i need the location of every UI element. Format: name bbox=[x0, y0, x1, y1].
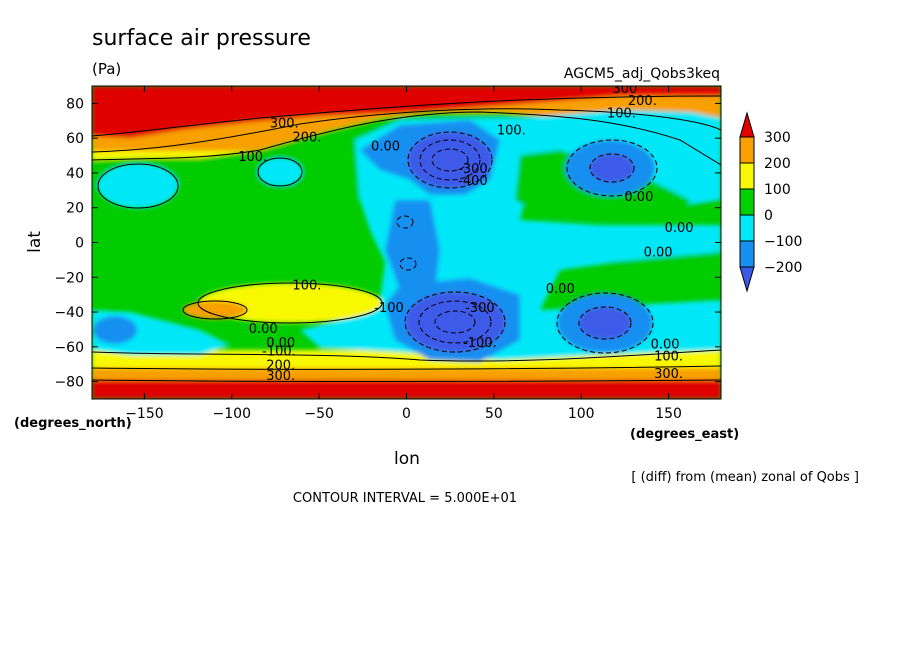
colorbar-segment bbox=[739, 136, 755, 164]
contour-label: 0.00 bbox=[651, 338, 680, 353]
contour-label: -100. bbox=[463, 336, 497, 351]
contour-label: 0.00 bbox=[546, 282, 575, 297]
plot-area: 300.200.100.300200.100.100.0.00-300-4000… bbox=[92, 82, 721, 399]
y-tick-label: −80 bbox=[54, 375, 84, 391]
y-tick-label: −40 bbox=[54, 305, 84, 321]
x-tick-label: 150 bbox=[655, 406, 682, 422]
contour-label: 300 bbox=[612, 82, 637, 97]
diff-note: [ (diff) from (mean) zonal of Qobs ] bbox=[631, 470, 859, 485]
se-green-patch bbox=[610, 252, 721, 290]
x-tick-label: 100 bbox=[568, 406, 595, 422]
y-tick-label: −20 bbox=[54, 270, 84, 286]
y-tick-label: −60 bbox=[54, 340, 84, 356]
contour-label: 200. bbox=[266, 358, 295, 373]
se-low-core bbox=[579, 307, 631, 339]
contour-label: 200. bbox=[628, 94, 657, 109]
colorbar-label: 300 bbox=[764, 130, 791, 146]
contour-label: 300. bbox=[654, 367, 683, 382]
colorbar-label: 200 bbox=[764, 156, 791, 172]
nw-cyan-2 bbox=[258, 158, 302, 186]
ne-low-core bbox=[590, 154, 634, 182]
x-axis: −150 −100 −50 0 50 100 150 bbox=[125, 86, 682, 422]
contour-label: -300 bbox=[458, 162, 488, 177]
contour-label: 100. bbox=[238, 150, 267, 165]
colorbar-bottom-arrow bbox=[739, 266, 755, 293]
y-axis: −80 −60 −40 −20 0 20 40 60 80 bbox=[54, 96, 721, 391]
contour-label: -300 bbox=[465, 301, 495, 316]
nw-cyan-1 bbox=[98, 164, 178, 208]
colorbar-label: −100 bbox=[764, 234, 802, 250]
x-axis-title: lon bbox=[394, 449, 420, 469]
colorbar-label: −200 bbox=[764, 260, 802, 276]
x-tick-label: −50 bbox=[304, 406, 334, 422]
y-tick-label: 60 bbox=[66, 131, 84, 147]
contour-label: 100. bbox=[292, 278, 321, 293]
colorbar: 300 200 100 0 −100 −200 bbox=[739, 111, 802, 293]
contour-label: 0.00 bbox=[624, 190, 653, 205]
sw-low-blue bbox=[93, 316, 137, 344]
y-tick-label: 0 bbox=[75, 236, 84, 252]
x-tick-label: 50 bbox=[485, 406, 503, 422]
contour-label: 0.00 bbox=[665, 221, 694, 236]
contour-label: 100. bbox=[607, 106, 636, 121]
colorbar-segment bbox=[739, 188, 755, 216]
contour-label: -100 bbox=[374, 301, 404, 316]
contour-interval: CONTOUR INTERVAL = 5.000E+01 bbox=[293, 491, 517, 506]
contour-label: 100. bbox=[654, 350, 683, 365]
contour-label: -100. bbox=[262, 345, 296, 360]
y-tick-label: 80 bbox=[66, 96, 84, 112]
contour-label: -400 bbox=[458, 174, 488, 189]
x-tick-label: −150 bbox=[125, 406, 163, 422]
chart-title: surface air pressure bbox=[92, 26, 311, 51]
mid-green-patch bbox=[531, 164, 559, 192]
x-tick-label: 0 bbox=[402, 406, 411, 422]
colorbar-label: 100 bbox=[764, 182, 791, 198]
contour-label: 200. bbox=[292, 131, 321, 146]
y-axis-title: lat bbox=[25, 231, 45, 253]
run-id: AGCM5_adj_Qobs3keq bbox=[564, 66, 720, 82]
chart-units: (Pa) bbox=[92, 60, 121, 78]
dashed-contours bbox=[396, 131, 658, 354]
y-tick-label: 20 bbox=[66, 201, 84, 217]
contour-lines bbox=[92, 95, 721, 382]
colorbar-segment bbox=[739, 240, 755, 268]
y-units-label: (degrees_north) bbox=[14, 416, 132, 431]
colorbar-segment bbox=[739, 162, 755, 190]
colorbar-label: 0 bbox=[764, 208, 773, 224]
equatorial-blue bbox=[385, 200, 440, 290]
colorbar-segment bbox=[739, 214, 755, 242]
y-tick-label: 40 bbox=[66, 166, 84, 182]
sh-band-300 bbox=[92, 380, 721, 399]
field-regions bbox=[92, 86, 721, 399]
contour-label: 300. bbox=[270, 117, 299, 132]
contour-label: 100. bbox=[497, 124, 526, 139]
colorbar-top-arrow bbox=[739, 111, 755, 138]
contour-labels: 300.200.100.300200.100.100.0.00-300-4000… bbox=[238, 82, 694, 384]
x-units-label: (degrees_east) bbox=[630, 427, 739, 442]
contour-label: 0.00 bbox=[371, 139, 400, 154]
contour-label: 300. bbox=[266, 369, 295, 384]
x-tick-label: −100 bbox=[213, 406, 251, 422]
contour-label: 0.00 bbox=[644, 245, 673, 260]
contour-label: 0.00 bbox=[266, 336, 295, 351]
contour-label: 0.00 bbox=[249, 322, 278, 337]
